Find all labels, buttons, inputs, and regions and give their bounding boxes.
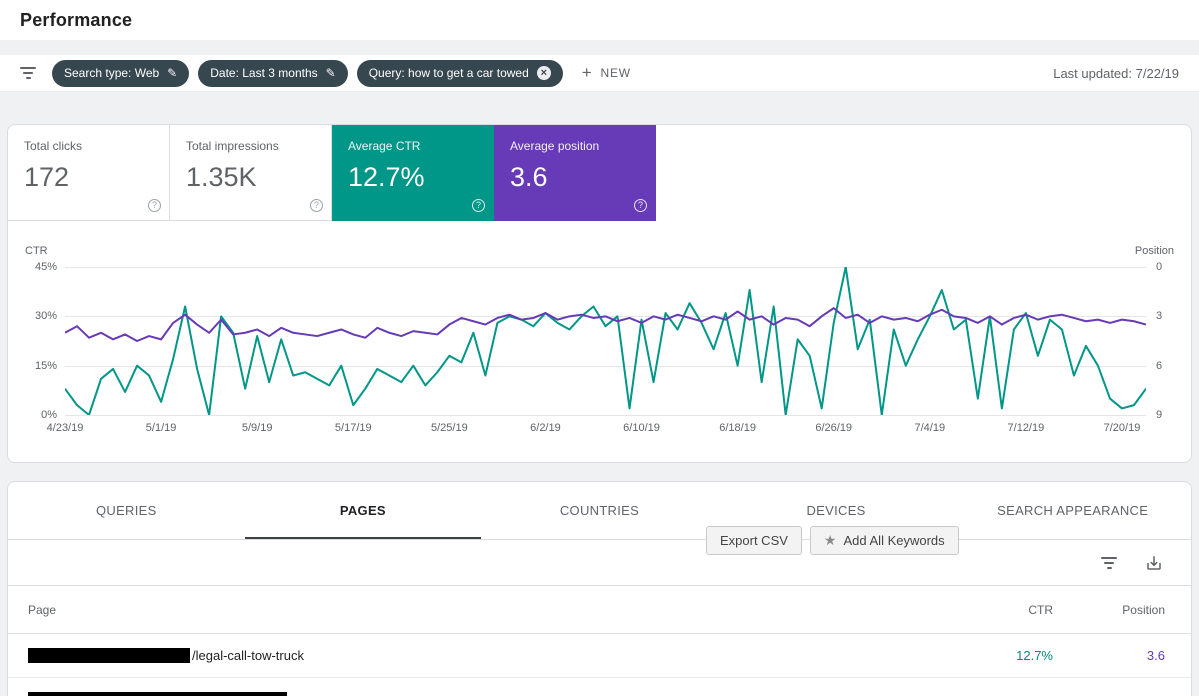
- tab-countries[interactable]: COUNTRIES: [559, 503, 640, 518]
- page-url-suffix: /legal-call-tow-truck: [192, 648, 304, 663]
- left-axis-ticks: 45% 30% 15% 0%: [34, 261, 57, 421]
- metric-label: Average position: [510, 139, 600, 153]
- position-cell: 3.6: [1146, 648, 1165, 663]
- table-filter-icon[interactable]: [1101, 556, 1117, 569]
- metric-label: Total clicks: [24, 139, 83, 153]
- tab-devices[interactable]: DEVICES: [806, 503, 866, 518]
- metric-cards: Total clicks 172 ? Total impressions 1.3…: [8, 125, 1191, 221]
- overview-panel: Total clicks 172 ? Total impressions 1.3…: [7, 124, 1192, 463]
- ctr-cell: 12.7%: [1016, 648, 1053, 663]
- tab-search-appearance[interactable]: SEARCH APPEARANCE: [997, 503, 1149, 518]
- tab-pages[interactable]: PAGES: [245, 482, 482, 539]
- add-all-keywords-button[interactable]: ★ Add All Keywords: [809, 526, 959, 555]
- table-row[interactable]: [8, 678, 1191, 696]
- column-header-ctr[interactable]: CTR: [1028, 602, 1053, 617]
- metric-value: 172: [24, 162, 70, 192]
- last-updated-text: Last updated: 7/22/19: [1053, 65, 1179, 81]
- filter-chip-label: Date: Last 3 months: [210, 66, 318, 80]
- filter-chip-label: Query: how to get a car towed: [368, 66, 529, 80]
- metric-value: 12.7%: [348, 162, 425, 192]
- page-cell[interactable]: /legal-call-tow-truck: [28, 648, 953, 663]
- new-filter-button[interactable]: + NEW: [582, 63, 631, 83]
- performance-chart: CTR Position 45% 30% 15% 0% 0 3 6 9: [25, 245, 1174, 436]
- filter-chip-search-type[interactable]: Search type: Web ✎: [52, 59, 190, 87]
- tab-queries[interactable]: QUERIES: [95, 503, 157, 518]
- gridline: [65, 365, 1146, 367]
- filter-bar: Search type: Web ✎ Date: Last 3 months ✎…: [0, 55, 1199, 92]
- left-axis-title: CTR: [25, 245, 48, 257]
- metric-card-average-position[interactable]: Average position 3.6 ?: [494, 125, 656, 221]
- help-icon[interactable]: ?: [310, 199, 323, 212]
- table-action-buttons: Export CSV ★ Add All Keywords: [706, 526, 959, 555]
- gridline: [65, 267, 1146, 268]
- right-axis-title: Position: [1134, 245, 1174, 257]
- filter-icon[interactable]: [20, 67, 36, 79]
- gridline: [65, 415, 1146, 416]
- filter-chip-date[interactable]: Date: Last 3 months ✎: [198, 59, 348, 87]
- close-icon[interactable]: ×: [536, 66, 551, 80]
- metric-card-total-impressions[interactable]: Total impressions 1.35K ?: [170, 125, 332, 221]
- column-header-position[interactable]: Position: [1122, 602, 1165, 617]
- metric-card-total-clicks[interactable]: Total clicks 172 ?: [8, 125, 170, 221]
- chart-plot-area[interactable]: [65, 267, 1146, 416]
- filter-chip-query[interactable]: Query: how to get a car towed ×: [356, 59, 563, 87]
- edit-icon[interactable]: ✎: [167, 66, 178, 80]
- edit-icon[interactable]: ✎: [325, 66, 336, 80]
- filter-chip-label: Search type: Web: [64, 66, 160, 80]
- dimension-tabs: QUERIES PAGES COUNTRIES DEVICES SEARCH A…: [8, 482, 1191, 540]
- metric-value: 3.6: [510, 162, 548, 192]
- help-icon[interactable]: ?: [148, 199, 161, 212]
- redacted-url: [28, 692, 287, 696]
- page-cell[interactable]: [28, 692, 953, 696]
- x-axis-labels: 4/23/19 5/1/19 5/9/19 5/17/19 5/25/19 6/…: [46, 422, 1141, 434]
- metric-card-average-ctr[interactable]: Average CTR 12.7% ?: [332, 125, 494, 221]
- results-table-panel: QUERIES PAGES COUNTRIES DEVICES SEARCH A…: [7, 481, 1192, 696]
- help-icon[interactable]: ?: [472, 199, 485, 212]
- chart-lines: [65, 267, 1146, 415]
- plus-icon: +: [581, 63, 593, 82]
- series-line-position: [65, 308, 1146, 341]
- help-icon[interactable]: ?: [634, 199, 647, 212]
- app-header: Performance: [0, 0, 1199, 40]
- new-filter-label: NEW: [600, 66, 631, 80]
- export-csv-button[interactable]: Export CSV: [706, 526, 802, 555]
- download-icon[interactable]: [1145, 554, 1163, 572]
- right-axis-ticks: 0 3 6 9: [1156, 261, 1163, 421]
- star-icon: ★: [823, 532, 837, 548]
- metric-label: Average CTR: [348, 139, 421, 153]
- metric-label: Total impressions: [186, 139, 279, 153]
- series-line-ctr: [65, 267, 1146, 415]
- add-all-keywords-label: Add All Keywords: [843, 533, 945, 548]
- table-header-row: Page CTR Position: [8, 586, 1191, 634]
- redacted-url: [28, 648, 190, 663]
- metric-value: 1.35K: [186, 162, 257, 192]
- table-row[interactable]: /legal-call-tow-truck 12.7% 3.6: [8, 634, 1191, 678]
- table-toolbar: [8, 540, 1191, 586]
- column-header-page[interactable]: Page: [28, 602, 57, 617]
- export-csv-label: Export CSV: [720, 533, 788, 548]
- page-title: Performance: [20, 9, 133, 30]
